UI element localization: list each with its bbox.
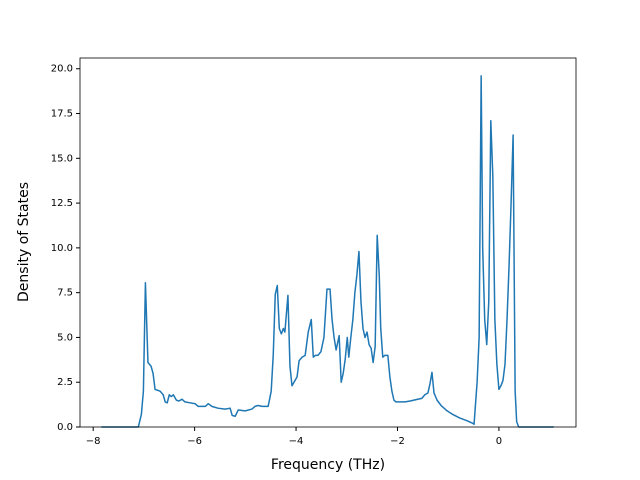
y-tick-label: 7.5	[57, 288, 73, 299]
y-axis-label: Density of States	[16, 182, 32, 302]
y-tick-label: 15.0	[51, 153, 73, 164]
y-tick-label: 17.5	[51, 109, 73, 120]
x-axis-label: Frequency (THz)	[271, 457, 385, 473]
y-tick-label: 20.0	[51, 64, 73, 75]
x-tick-label: −4	[289, 436, 304, 447]
x-tick-label: −2	[390, 436, 405, 447]
x-tick-label: −6	[187, 436, 202, 447]
y-tick-label: 0.0	[57, 422, 73, 433]
y-tick-label: 10.0	[51, 243, 73, 254]
x-tick-label: −8	[86, 436, 101, 447]
x-tick-label: 0	[496, 436, 502, 447]
y-tick-label: 12.5	[51, 198, 73, 209]
plot-frame	[79, 57, 577, 428]
y-tick-label: 2.5	[57, 377, 73, 388]
line-series	[101, 75, 554, 428]
y-tick-label: 5.0	[57, 332, 73, 343]
